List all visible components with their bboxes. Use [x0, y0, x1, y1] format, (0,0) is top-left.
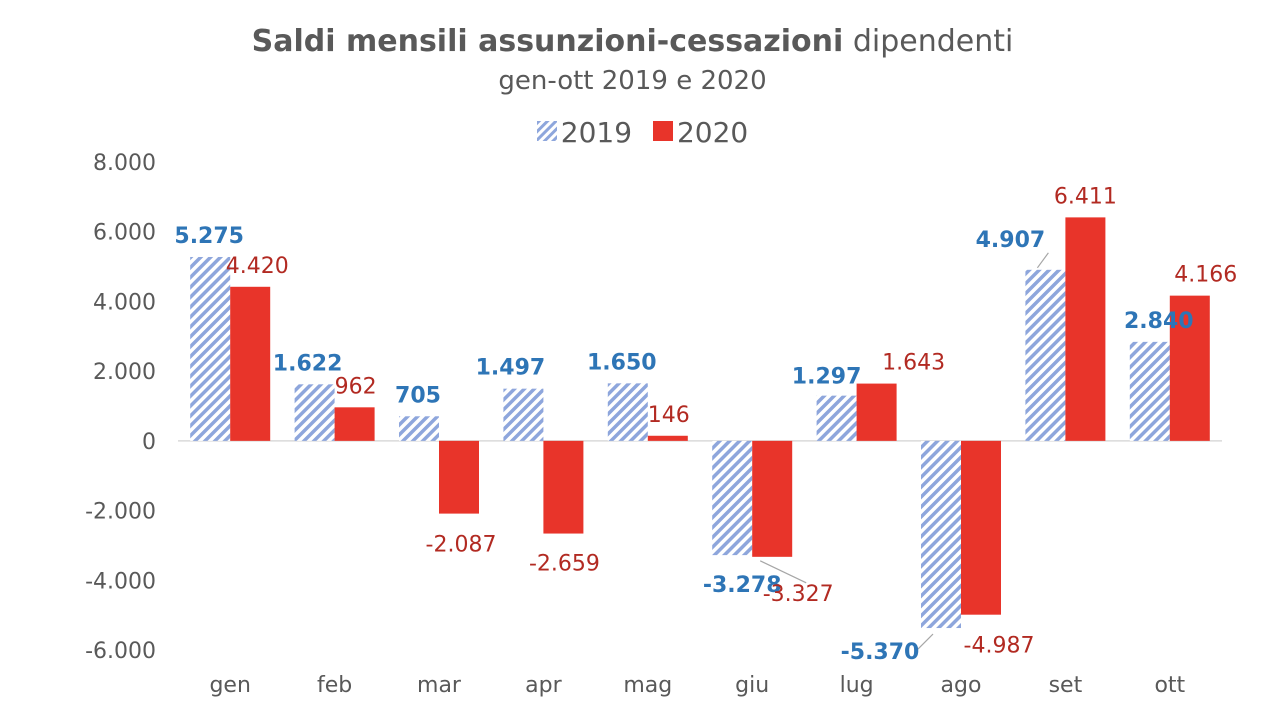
- legend-swatch-2019: [536, 121, 557, 141]
- y-tick-label: -2.000: [85, 500, 156, 525]
- x-tick-label: giu: [735, 673, 769, 698]
- data-label-2019: 1.650: [587, 350, 657, 375]
- bar-2019: [399, 416, 439, 441]
- x-tick-label: set: [1049, 673, 1083, 698]
- bar-2019: [712, 440, 753, 556]
- data-label-2020: -2.087: [426, 533, 497, 558]
- legend-item-2020: 2020: [652, 116, 749, 149]
- x-tick-label: apr: [525, 673, 562, 698]
- legend-swatch-2020: [652, 121, 673, 141]
- data-label-2019: 4.907: [976, 228, 1046, 253]
- data-label-2019: 1.497: [476, 356, 546, 381]
- x-tick-label: ott: [1154, 673, 1185, 698]
- data-label-2020: 1.643: [882, 351, 945, 376]
- y-tick-label: 0: [142, 430, 156, 455]
- bar-2019: [294, 384, 335, 441]
- x-tick-label: mag: [623, 673, 672, 698]
- y-tick-label: 4.000: [93, 290, 156, 315]
- y-tick-label: -4.000: [85, 569, 156, 594]
- y-tick-label: 2.000: [93, 360, 156, 385]
- data-label-2019: -5.370: [841, 640, 920, 665]
- data-label-2019: 5.275: [174, 224, 244, 249]
- data-label-2020: -3.327: [763, 582, 834, 607]
- data-label-2020: -2.659: [529, 552, 600, 577]
- y-tick-label: -6.000: [85, 639, 156, 664]
- x-tick-label: mar: [417, 673, 462, 698]
- leader-line-2019: [917, 633, 934, 650]
- x-tick-label: lug: [840, 673, 874, 698]
- legend-label-2020: 2020: [676, 116, 749, 149]
- bar-2020: [856, 383, 897, 441]
- chart-title-block: Saldi mensili assunzioni-cessazioni dipe…: [0, 22, 1265, 98]
- bar-2020: [752, 440, 793, 557]
- bar-2020: [439, 440, 479, 514]
- data-label-2019: 1.622: [273, 351, 343, 376]
- bar-2019: [1129, 341, 1170, 441]
- bar-2019: [503, 388, 544, 441]
- bar-2020: [1065, 217, 1106, 441]
- x-tick-label: feb: [317, 673, 352, 698]
- chart-title-bold: Saldi mensili assunzioni-cessazioni: [251, 24, 844, 59]
- bar-2019: [816, 395, 857, 441]
- chart-legend: 2019 2020: [0, 116, 1280, 149]
- chart-title: Saldi mensili assunzioni-cessazioni dipe…: [0, 22, 1265, 62]
- bar-2019: [607, 383, 648, 441]
- chart-title-rest: dipendenti: [852, 24, 1014, 59]
- data-label-2019: 2.840: [1124, 309, 1194, 334]
- data-label-2020: 4.166: [1174, 263, 1237, 288]
- x-tick-label: ago: [941, 673, 982, 698]
- bar-2019: [190, 256, 231, 441]
- bar-2019: [1025, 269, 1066, 441]
- bar-2020: [334, 407, 375, 441]
- leader-line-2019: [1036, 252, 1049, 269]
- data-label-2020: 962: [335, 374, 377, 399]
- bar-2020: [961, 440, 1001, 615]
- data-label-2020: 146: [648, 403, 690, 428]
- y-tick-label: 6.000: [93, 221, 156, 246]
- bar-2020: [230, 286, 271, 441]
- legend-label-2019: 2019: [560, 116, 633, 149]
- y-tick-label: 8.000: [93, 151, 156, 176]
- data-label-2020: -4.987: [964, 634, 1035, 659]
- data-label-2020: 4.420: [226, 254, 289, 279]
- data-label-2019: -3.278: [703, 573, 782, 598]
- data-label-2019: 705: [395, 383, 441, 408]
- data-label-2019: 1.297: [792, 365, 862, 390]
- bar-2020: [647, 435, 688, 441]
- data-label-2020: 6.411: [1054, 184, 1117, 209]
- legend-item-2019: 2019: [536, 116, 633, 149]
- leader-line-2020: [759, 560, 807, 584]
- bar-2019: [921, 440, 961, 629]
- chart-subtitle: gen-ott 2019 e 2020: [498, 66, 767, 96]
- x-tick-label: gen: [209, 673, 250, 698]
- bar-2020: [1169, 295, 1210, 441]
- bar-2020: [543, 440, 584, 534]
